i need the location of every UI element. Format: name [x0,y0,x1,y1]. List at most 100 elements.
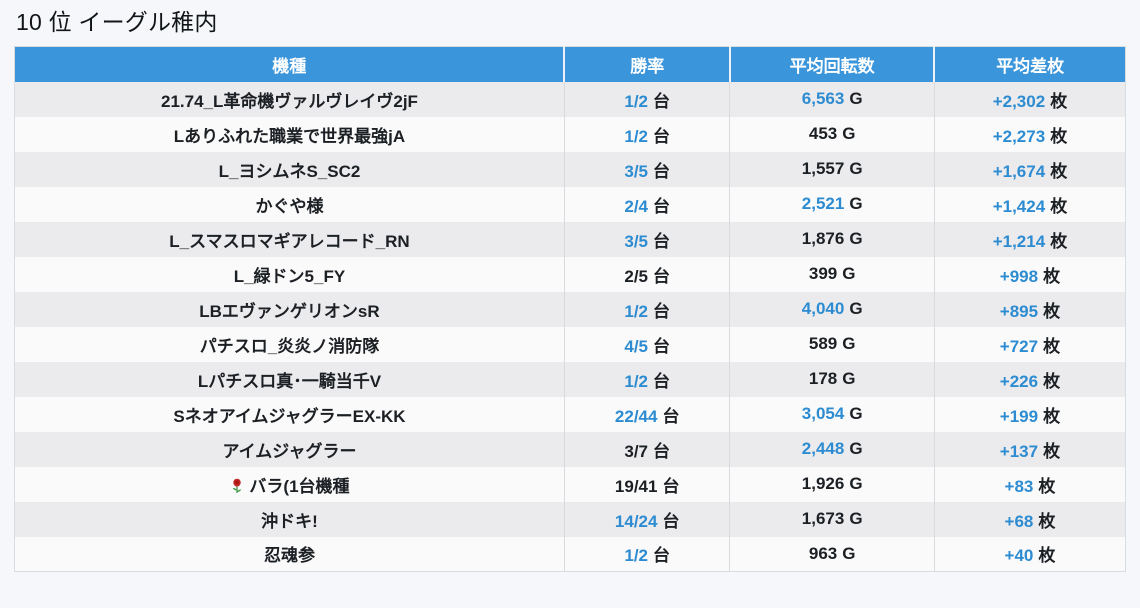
win-rate-cell: 3/7 台 [563,431,730,467]
machine-name: L_緑ドン5_FY [233,266,346,286]
win-rate-unit: 台 [662,406,680,426]
win-rate-value: 1/2 [624,126,649,146]
avg-spins-unit: G [842,369,856,388]
avg-diff-value: +1,674 [992,161,1046,181]
avg-diff-unit: 枚 [1043,301,1061,321]
win-rate-unit: 台 [662,476,680,496]
win-rate-cell: 3/5 台 [563,151,730,187]
col-header-win-rate: 勝率 [563,46,730,82]
avg-diff-cell: +2,302 枚 [933,81,1126,117]
table-row: LBエヴァンゲリオンsR 1/2 台 4,040 G +895 枚 [14,291,1126,327]
avg-spins-unit: G [849,299,863,318]
win-rate-value: 14/24 [614,511,658,531]
machine-name: かぐや様 [255,196,324,216]
avg-diff-cell: +1,214 枚 [933,221,1126,257]
avg-diff-unit: 枚 [1038,476,1056,496]
table-row: 忍魂参 1/2 台 963 G +40 枚 [14,536,1126,572]
avg-diff-cell: +895 枚 [933,291,1126,327]
avg-spins-unit: G [842,124,856,143]
avg-spins-unit: G [849,89,863,108]
avg-diff-unit: 枚 [1050,161,1068,181]
machine-name-cell: バラ(1台機種 [15,467,565,502]
win-rate-value: 2/4 [624,196,649,216]
machine-stats-table: 機種 勝率 平均回転数 平均差枚 21.74_L革命機ヴァルヴレイヴ2jF 1/… [14,46,1126,572]
avg-spins-value: 3,054 [801,404,845,423]
machine-name: Lありふれた職業で世界最強jA [173,126,406,146]
table-row: Lありふれた職業で世界最強jA 1/2 台 453 G +2,273 枚 [14,116,1126,152]
win-rate-unit: 台 [662,511,680,531]
win-rate-value: 22/44 [614,406,658,426]
table-row: L_ヨシムネS_SC2 3/5 台 1,557 G +1,674 枚 [14,151,1126,187]
win-rate-cell: 19/41 台 [563,466,730,502]
win-rate-value: 1/2 [624,91,649,111]
machine-name-cell: 沖ドキ! [15,502,565,537]
avg-spins-unit: G [849,509,863,528]
avg-diff-cell: +998 枚 [933,256,1126,292]
avg-diff-value: +2,302 [992,91,1046,111]
machine-name: LBエヴァンゲリオンsR [199,301,380,321]
avg-diff-cell: +727 枚 [933,326,1126,362]
col-header-machine: 機種 [14,46,565,82]
machine-name-cell: SネオアイムジャグラーEX-KK [15,397,565,432]
avg-spins-value: 4,040 [801,299,845,318]
machine-name: パチスロ_炎炎ノ消防隊 [199,336,380,356]
avg-diff-unit: 枚 [1043,371,1061,391]
win-rate-cell: 2/5 台 [563,256,730,292]
win-rate-cell: 4/5 台 [563,326,730,362]
avg-spins-cell: 399 G [729,256,935,292]
machine-name-cell: 21.74_L革命機ヴァルヴレイヴ2jF [15,82,565,117]
avg-diff-cell: +1,424 枚 [933,186,1126,222]
avg-spins-cell: 589 G [729,326,935,362]
win-rate-value: 1/2 [624,546,649,566]
machine-name: 21.74_L革命機ヴァルヴレイヴ2jF [160,91,418,111]
win-rate-cell: 22/44 台 [563,396,730,432]
avg-diff-value: +83 [1004,476,1034,496]
table-row: L_緑ドン5_FY 2/5 台 399 G +998 枚 [14,256,1126,292]
avg-diff-cell: +1,674 枚 [933,151,1126,187]
avg-diff-cell: +83 枚 [933,466,1126,502]
table-row: アイムジャグラー 3/7 台 2,448 G +137 枚 [14,431,1126,467]
win-rate-unit: 台 [653,161,671,181]
avg-spins-value: 1,876 [801,229,845,248]
avg-diff-value: +727 [999,336,1039,356]
win-rate-value: 1/2 [624,301,649,321]
avg-diff-cell: +137 枚 [933,431,1126,467]
avg-spins-value: 1,557 [801,159,845,178]
machine-name-cell: アイムジャグラー [15,432,565,467]
avg-spins-unit: G [842,264,856,283]
win-rate-cell: 3/5 台 [563,221,730,257]
avg-spins-value: 589 [808,334,838,353]
avg-diff-cell: +226 枚 [933,361,1126,397]
win-rate-unit: 台 [653,371,671,391]
avg-diff-value: +1,424 [992,196,1046,216]
table-row: パチスロ_炎炎ノ消防隊 4/5 台 589 G +727 枚 [14,326,1126,362]
avg-spins-unit: G [849,474,863,493]
page-title: 10 位 イーグル稚内 [16,9,218,35]
avg-diff-value: +226 [999,371,1039,391]
machine-name: SネオアイムジャグラーEX-KK [173,406,406,426]
avg-spins-cell: 2,521 G [729,186,935,222]
avg-spins-value: 6,563 [801,89,845,108]
avg-spins-cell: 3,054 G [729,396,935,432]
machine-name-cell: L_ヨシムネS_SC2 [15,152,565,187]
avg-spins-unit: G [842,543,856,563]
win-rate-value: 4/5 [624,336,649,356]
win-rate-value: 2/5 [624,266,649,286]
win-rate-value: 3/5 [624,161,649,181]
avg-diff-unit: 枚 [1043,406,1061,426]
avg-spins-unit: G [849,159,863,178]
avg-diff-unit: 枚 [1050,126,1068,146]
avg-spins-cell: 453 G [729,116,935,152]
avg-diff-unit: 枚 [1038,511,1056,531]
avg-spins-cell: 2,448 G [729,431,935,467]
win-rate-unit: 台 [653,126,671,146]
avg-diff-unit: 枚 [1050,196,1068,216]
win-rate-unit: 台 [653,336,671,356]
avg-diff-value: +1,214 [992,231,1046,251]
avg-spins-value: 399 [808,264,838,283]
avg-spins-unit: G [842,334,856,353]
table-row: かぐや様 2/4 台 2,521 G +1,424 枚 [14,186,1126,222]
win-rate-cell: 1/2 台 [563,116,730,152]
machine-name-cell: パチスロ_炎炎ノ消防隊 [15,327,565,362]
avg-diff-unit: 枚 [1038,546,1056,566]
